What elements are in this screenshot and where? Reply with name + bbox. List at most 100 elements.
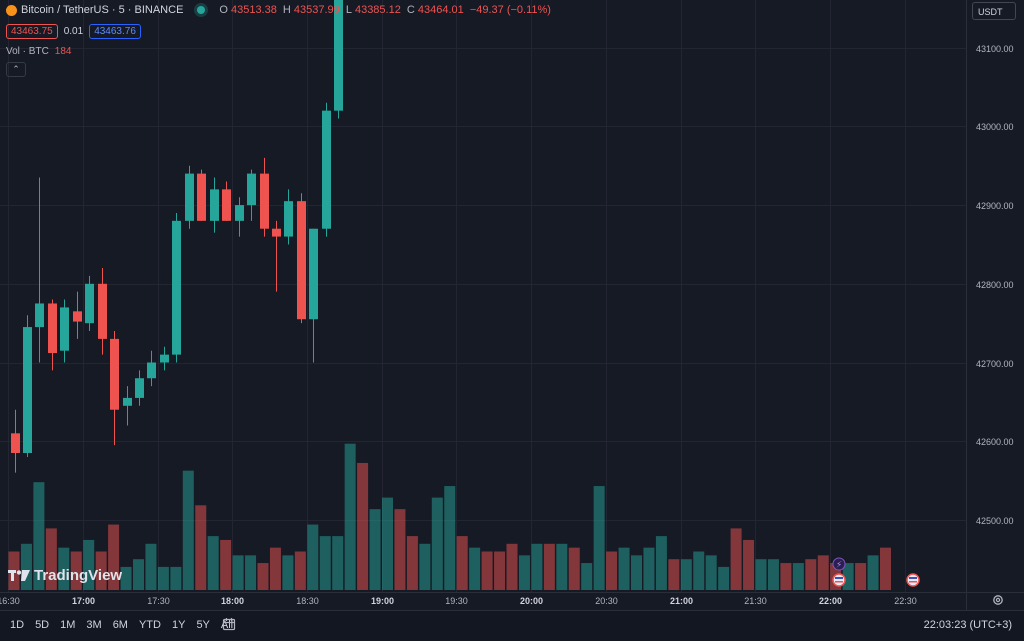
candle-body bbox=[185, 173, 194, 221]
candle-body bbox=[48, 303, 57, 354]
symbol-header: Bitcoin / TetherUS · 5 · BINANCE O 43513.… bbox=[6, 4, 554, 16]
volume-bar bbox=[282, 555, 294, 590]
candle-body bbox=[85, 283, 94, 324]
time-tick-label: 20:30 bbox=[595, 596, 618, 606]
volume-legend: Vol · BTC 184 bbox=[6, 46, 71, 57]
time-tick-label: 21:00 bbox=[670, 596, 693, 606]
candle-body bbox=[334, 0, 343, 111]
volume-bar bbox=[45, 528, 57, 590]
volume-bar bbox=[294, 551, 306, 590]
volume-bar bbox=[70, 551, 82, 590]
time-tick-label: 20:00 bbox=[520, 596, 543, 606]
volume-bar bbox=[705, 555, 717, 590]
volume-bar bbox=[693, 551, 705, 590]
range-button-1y[interactable]: 1Y bbox=[171, 619, 186, 631]
volume-bar bbox=[382, 497, 393, 590]
lightning-event-icon bbox=[832, 557, 846, 571]
volume-bar bbox=[120, 566, 132, 590]
candlestick-chart[interactable]: 42500.00 42600.00 42700.00 42800.00 42900.00… bbox=[0, 0, 1024, 610]
range-button-3m[interactable]: 3M bbox=[86, 619, 102, 631]
volume-bar bbox=[369, 509, 381, 590]
price-tick-label: 43100.00 bbox=[976, 44, 1014, 54]
volume-bar bbox=[307, 524, 319, 590]
currency-selector[interactable]: USDT bbox=[972, 2, 1016, 20]
range-button-6m[interactable]: 6M bbox=[112, 619, 128, 631]
candle-body bbox=[172, 220, 181, 355]
candle-body bbox=[309, 228, 318, 320]
candle-body bbox=[210, 189, 219, 221]
time-axis[interactable]: 16:30 17:00 17:30 18:00 18:30 19:00 19:30 20:00… bbox=[0, 596, 917, 606]
volume-bar bbox=[444, 486, 456, 590]
timezone-clock[interactable]: 22:03:23 (UTC+3) bbox=[923, 619, 1012, 631]
range-button-ytd[interactable]: YTD bbox=[138, 619, 161, 631]
event-icons[interactable]: ⚡ bbox=[832, 557, 920, 587]
candle-body bbox=[260, 173, 269, 229]
close-value: 43464.01 bbox=[417, 4, 464, 16]
time-tick-label: 22:00 bbox=[819, 596, 842, 606]
volume-bar bbox=[668, 559, 680, 590]
us-flag-event-icon bbox=[832, 573, 846, 587]
volume-bar bbox=[431, 497, 443, 590]
range-button-5d[interactable]: 5D bbox=[35, 619, 50, 631]
open-value: 43513.38 bbox=[230, 4, 277, 16]
symbol-title[interactable]: Bitcoin / TetherUS · 5 · BINANCE bbox=[21, 4, 184, 16]
time-tick-label: 21:30 bbox=[744, 596, 767, 606]
range-button-1m[interactable]: 1M bbox=[60, 619, 76, 631]
candle-body bbox=[235, 205, 244, 221]
volume-bar bbox=[245, 555, 257, 590]
volume-bar bbox=[220, 539, 232, 590]
date-range-buttons: 1D 5D 1M 3M 6M YTD 1Y 5Y All bbox=[10, 619, 233, 631]
volume-bar bbox=[133, 559, 144, 590]
volume-bar bbox=[643, 547, 655, 590]
price-tick-label: 42700.00 bbox=[976, 359, 1014, 369]
bottom-toolbar: 1D 5D 1M 3M 6M YTD 1Y 5Y All 22:03:23 (UTC+3) bbox=[0, 610, 1024, 641]
bid-ask-panel: 43463.75 0.01 43463.76 bbox=[6, 24, 141, 39]
volume-bar bbox=[767, 559, 779, 590]
time-tick-label: 17:00 bbox=[72, 596, 95, 606]
volume-bar bbox=[419, 543, 431, 590]
low-label: L bbox=[345, 4, 352, 16]
low-value: 43385.12 bbox=[354, 4, 401, 16]
volume-bar bbox=[406, 536, 418, 590]
volume-bar bbox=[195, 505, 207, 590]
chart-grid bbox=[0, 0, 1024, 610]
volume-bar bbox=[95, 551, 107, 590]
candle-body bbox=[11, 433, 20, 454]
volume-bar bbox=[20, 543, 32, 590]
volume-bar bbox=[867, 555, 879, 590]
volume-bar bbox=[531, 543, 543, 590]
open-label: O bbox=[219, 4, 228, 16]
volume-bar bbox=[83, 539, 95, 590]
price-axis[interactable]: 42500.00 42600.00 42700.00 42800.00 42900.00… bbox=[976, 0, 1014, 526]
volume-bar bbox=[108, 524, 120, 590]
volume-bar bbox=[593, 486, 605, 590]
high-label: H bbox=[282, 4, 291, 16]
collapse-legend-button[interactable]: ⌃ bbox=[6, 62, 26, 77]
settings-gear-icon[interactable] bbox=[992, 594, 1004, 606]
volume-bar bbox=[805, 559, 817, 590]
volume-bar bbox=[568, 547, 580, 590]
volume-bar bbox=[58, 547, 70, 590]
bitcoin-icon bbox=[6, 4, 17, 16]
volume-bar bbox=[581, 563, 593, 590]
volume-bar bbox=[269, 547, 281, 590]
volume-bar bbox=[456, 536, 468, 590]
candle-body bbox=[23, 327, 32, 454]
volume-bar bbox=[494, 551, 506, 590]
volume-bar bbox=[631, 555, 642, 590]
market-status-icon[interactable] bbox=[197, 6, 206, 14]
ohlc-values: O 43513.38 H 43537.99 L 43385.12 C 43464.01 … bbox=[219, 4, 554, 16]
tradingview-logo[interactable]: TradingView bbox=[8, 567, 122, 584]
time-tick-label: 17:30 bbox=[147, 596, 170, 606]
time-tick-label: 22:30 bbox=[894, 596, 917, 606]
sell-price-button[interactable]: 43463.75 bbox=[6, 24, 58, 39]
range-button-1d[interactable]: 1D bbox=[10, 619, 25, 631]
volume-bar bbox=[344, 443, 356, 590]
volume-bar bbox=[145, 543, 157, 590]
us-flag-event-icon-2 bbox=[906, 573, 920, 587]
range-button-5y[interactable]: 5Y bbox=[196, 619, 210, 631]
go-to-date-calendar-icon[interactable] bbox=[222, 617, 236, 631]
time-tick-label: 19:30 bbox=[445, 596, 468, 606]
volume-bar bbox=[170, 566, 182, 590]
buy-price-button[interactable]: 43463.76 bbox=[89, 24, 141, 39]
